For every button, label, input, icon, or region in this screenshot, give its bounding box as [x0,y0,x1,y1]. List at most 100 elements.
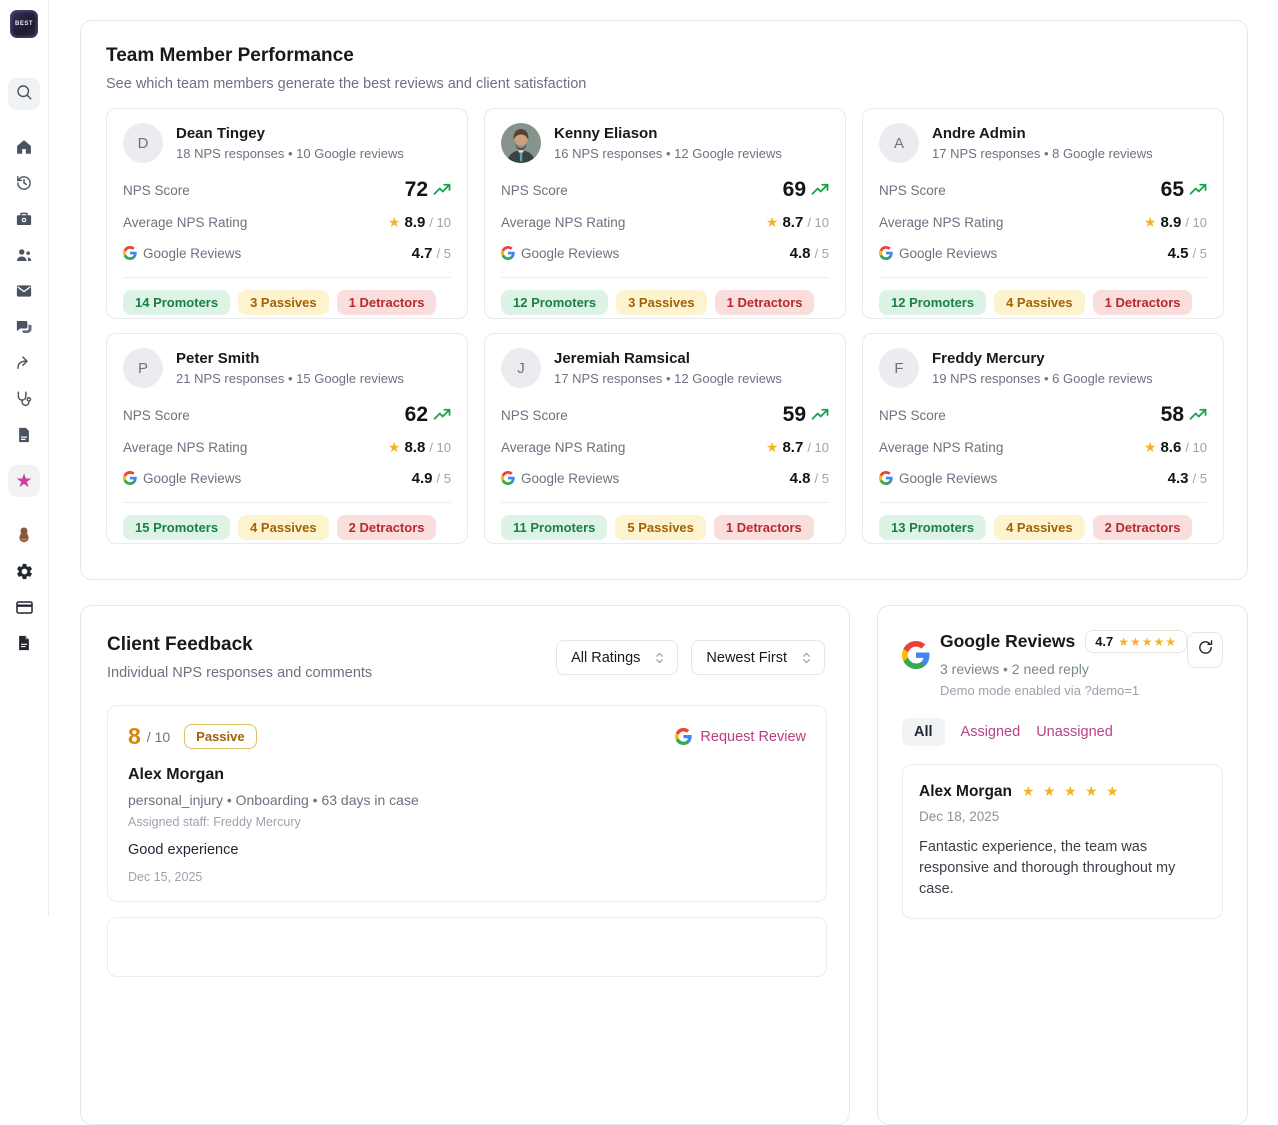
google-rating-value: 4.9 [411,469,433,487]
team-member-card: P Peter Smith 21 NPS responses • 15 Goog… [106,333,468,544]
credit-card-icon [15,598,34,617]
member-meta: 17 NPS responses • 8 Google reviews [932,146,1153,161]
sidebar-item-reviews[interactable]: ★ [8,465,40,497]
nps-score-value: 59 [782,403,806,426]
avg-nps-value: 8.8 [404,438,426,456]
google-reviews-label: Google Reviews [521,470,620,486]
refresh-icon [1197,639,1214,661]
sidebar-item-mail[interactable] [8,275,40,307]
member-name: Kenny Eliason [554,125,658,142]
team-member-card: D Dean Tingey 18 NPS responses • 10 Goog… [106,108,468,319]
avg-nps-value: 8.6 [1160,438,1182,456]
sidebar-item-assistant[interactable] [8,519,40,551]
promoters-badge: 13 Promoters [879,515,987,540]
review-date: Dec 18, 2025 [919,809,1000,824]
nps-score-label: NPS Score [123,182,190,198]
team-member-card: A Andre Admin 17 NPS responses • 8 Googl… [862,108,1224,319]
promoters-badge: 12 Promoters [879,290,987,315]
team-member-card: K Kenny Eliason 16 NPS responses • 12 Go… [484,108,846,319]
search-button[interactable] [8,78,40,110]
passives-badge: 4 Passives [238,515,329,540]
member-meta: 17 NPS responses • 12 Google reviews [554,371,782,386]
passive-badge: Passive [184,724,257,749]
google-icon [675,728,692,745]
home-icon [15,138,33,156]
section-title: Team Member Performance [106,45,354,66]
sidebar-item-health[interactable] [8,383,40,415]
google-reviews-label: Google Reviews [899,245,998,261]
nps-score-label: NPS Score [123,407,190,423]
avatar-initial: P [137,359,148,377]
nps-score-label: NPS Score [879,182,946,198]
avatar: J [501,348,541,388]
trending-up-icon [811,406,829,424]
team-member-card: J Jeremiah Ramsical 17 NPS responses • 1… [484,333,846,544]
ratings-filter-select[interactable]: All Ratings [556,640,679,675]
tab-assigned[interactable]: Assigned [960,724,1021,740]
history-icon [15,174,33,192]
member-meta: 16 NPS responses • 12 Google reviews [554,146,782,161]
promoters-badge: 12 Promoters [501,290,609,315]
divider [879,502,1207,503]
assigned-staff: Assigned staff: Freddy Mercury [128,815,301,829]
sidebar-item-share[interactable] [8,347,40,379]
document-icon [15,426,33,444]
stethoscope-icon [15,390,33,408]
avatar: F [879,348,919,388]
avg-nps-value: 8.9 [1160,213,1182,231]
nps-score-value: 72 [404,178,428,201]
member-name: Andre Admin [932,125,1026,142]
avg-nps-denominator: / 10 [1185,214,1207,230]
member-name: Peter Smith [176,350,260,367]
avatar-initial: A [893,134,904,152]
sidebar-item-documents[interactable] [8,419,40,451]
nps-score-label: NPS Score [501,407,568,423]
refresh-button[interactable] [1187,632,1223,668]
google-reviews-label: Google Reviews [143,470,242,486]
member-name: Freddy Mercury [932,350,1045,367]
divider [123,277,451,278]
detractors-badge: 1 Detractors [336,290,437,315]
member-meta: 18 NPS responses • 10 Google reviews [176,146,404,161]
sidebar-item-history[interactable] [8,167,40,199]
google-rating-value: 4.8 [789,469,811,487]
client-feedback-panel: Client Feedback Individual NPS responses… [80,605,850,1125]
google-icon [879,246,893,260]
google-reviews-label: Google Reviews [899,470,998,486]
nps-score-label: NPS Score [879,407,946,423]
tab-unassigned[interactable]: Unassigned [1036,724,1113,740]
client-name: Alex Morgan [128,766,225,783]
google-icon [123,246,137,260]
trending-up-icon [433,181,451,199]
avatar: K [501,123,541,163]
client-feedback-subtitle: Individual NPS responses and comments [107,665,373,681]
member-name: Dean Tingey [176,125,265,142]
sidebar-item-clients[interactable] [8,239,40,271]
detractors-badge: 1 Detractors [713,515,814,540]
sidebar-item-messages[interactable] [8,311,40,343]
avatar: P [123,348,163,388]
case-meta: personal_injury • Onboarding • 63 days i… [128,792,419,808]
star-icon: ★ [1143,214,1157,231]
passives-badge: 5 Passives [615,515,706,540]
tab-all[interactable]: All [902,718,945,746]
feedback-item: 8 / 10 Passive Request Review Alex Morga… [107,705,827,902]
nps-score-value: 8 [128,723,141,749]
promoters-badge: 15 Promoters [123,515,231,540]
sidebar-item-files[interactable] [8,627,40,659]
google-icon [879,471,893,485]
request-review-button[interactable]: Request Review [675,728,806,745]
reviewer-name: Alex Morgan [919,783,1013,800]
app-logo[interactable]: BEST [10,10,38,38]
sidebar-item-cases[interactable] [8,203,40,235]
member-meta: 21 NPS responses • 15 Google reviews [176,371,404,386]
nps-score-value: 65 [1160,178,1184,201]
sort-order-select[interactable]: Newest First [691,640,825,675]
briefcase-icon [15,210,33,228]
nps-score-label: NPS Score [501,182,568,198]
sidebar-item-billing[interactable] [8,591,40,623]
avg-nps-label: Average NPS Rating [123,439,248,455]
sidebar-item-home[interactable] [8,131,40,163]
sidebar-item-settings[interactable] [8,555,40,587]
promoters-badge: 14 Promoters [123,290,231,315]
